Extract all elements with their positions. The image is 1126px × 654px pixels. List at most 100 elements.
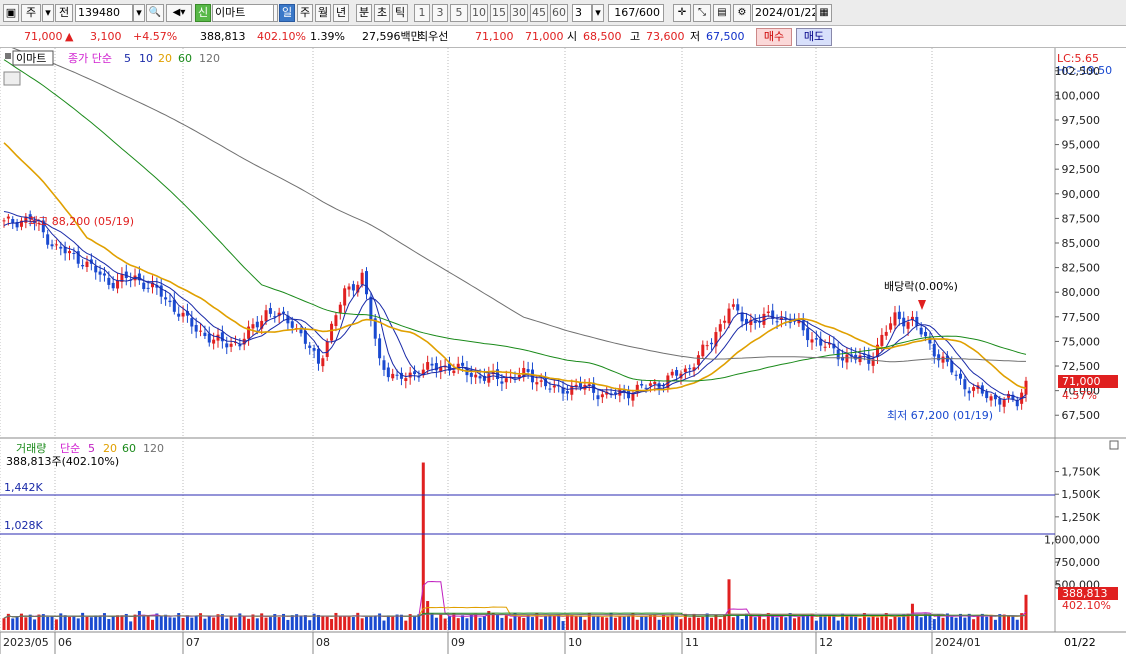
candle-body	[417, 376, 421, 378]
market-dropdown-icon[interactable]: ▾	[42, 4, 54, 22]
volume-bar	[369, 615, 373, 630]
candle-body	[452, 370, 456, 374]
candle-body	[928, 337, 932, 344]
candle-body	[605, 391, 609, 395]
panel-handle-icon[interactable]	[5, 53, 11, 59]
candle-body	[530, 369, 534, 383]
calendar-icon[interactable]: ▦	[816, 4, 832, 22]
candle-body	[740, 312, 744, 322]
volume-bar	[116, 615, 120, 630]
period-year[interactable]: 년	[333, 4, 349, 22]
scroll-handle-icon[interactable]	[3, 71, 21, 86]
volume-bar	[945, 613, 949, 630]
volume-bar	[33, 619, 37, 630]
interval-1[interactable]: 1	[414, 4, 430, 22]
interval-10[interactable]: 10	[470, 4, 488, 22]
current-price-tag	[1058, 375, 1118, 388]
candle-body	[19, 220, 23, 227]
candle-body	[618, 388, 622, 396]
volume-bar	[544, 615, 548, 630]
volume-tick-label: 1,000,000	[1044, 533, 1100, 546]
search-icon[interactable]: 🔍	[146, 4, 164, 22]
volume-bar	[910, 603, 914, 630]
candle-body	[382, 360, 386, 370]
candle-body	[430, 363, 434, 366]
interval-dropdown-icon[interactable]: ▾	[592, 4, 604, 22]
interval-5[interactable]: 5	[450, 4, 468, 22]
gear-icon[interactable]: ⚙	[733, 4, 751, 22]
period-tick[interactable]: 틱	[392, 4, 408, 22]
prefix-button[interactable]: 전	[55, 4, 73, 22]
crosshair-icon[interactable]: ✛	[673, 4, 691, 22]
code-input[interactable]: 139480	[75, 4, 133, 22]
candle-body	[111, 282, 115, 289]
candle-body	[998, 398, 1002, 405]
interval-3[interactable]: 3	[432, 4, 448, 22]
volume-bar	[308, 620, 312, 630]
interval-input[interactable]: 3	[572, 4, 592, 22]
volume-bar	[744, 613, 748, 630]
volume-bar	[373, 615, 377, 630]
volume-close-icon[interactable]	[1109, 440, 1119, 450]
volume-bar	[893, 616, 897, 630]
zoom-icon[interactable]: ⤡	[693, 4, 711, 22]
candle-body	[535, 382, 539, 385]
code-dropdown-icon[interactable]: ▾	[133, 4, 145, 22]
candle-body	[273, 316, 277, 318]
volume-bar	[993, 619, 997, 630]
volume-bar	[212, 617, 216, 630]
volume-bar	[273, 614, 277, 630]
volume-bar	[858, 618, 862, 630]
buy-button[interactable]: 매수	[756, 28, 792, 46]
volume-bar	[102, 613, 106, 630]
interval-45[interactable]: 45	[530, 4, 548, 22]
period-second[interactable]: 초	[374, 4, 390, 22]
volume-bar	[286, 619, 290, 630]
candle-body	[972, 387, 976, 391]
volume-bar	[426, 601, 430, 630]
stock-chart[interactable]: 이마트 종가 단순 5 10 20 60 120 LC:5.65 HC:-19.…	[0, 48, 1126, 654]
menu-button[interactable]: ▣	[3, 4, 19, 22]
interval-60[interactable]: 60	[550, 4, 568, 22]
period-week[interactable]: 주	[297, 4, 313, 22]
volume-bar	[919, 617, 923, 630]
volume-bar	[330, 619, 334, 630]
candle-body	[932, 343, 936, 357]
sell-button[interactable]: 매도	[796, 28, 832, 46]
price-panel-title: 이마트	[16, 52, 46, 65]
candle-body	[714, 332, 718, 347]
candle-body	[797, 320, 801, 324]
volume-bar	[37, 614, 41, 630]
period-minute[interactable]: 분	[356, 4, 372, 22]
candle-body	[937, 354, 941, 361]
interval-30[interactable]: 30	[510, 4, 528, 22]
interval-15[interactable]: 15	[490, 4, 508, 22]
candle-body	[260, 320, 264, 329]
candle-body	[749, 319, 753, 325]
candle-body	[683, 368, 687, 373]
count-input[interactable]: 167/600	[608, 4, 664, 22]
save-icon[interactable]: ▤	[713, 4, 731, 22]
volume-bar	[399, 614, 403, 630]
month-label: 09	[451, 636, 465, 649]
stock-name-field[interactable]: 이마트	[212, 4, 274, 22]
period-month[interactable]: 월	[315, 4, 331, 22]
period-day[interactable]: 일	[279, 4, 295, 22]
market-select[interactable]: 주	[21, 4, 41, 22]
candle-body	[845, 354, 849, 363]
candle-body	[282, 311, 286, 314]
volume-bar	[85, 616, 89, 630]
candle-body	[823, 346, 827, 348]
price-tick-label: 100,000	[1055, 89, 1101, 102]
candle-body	[164, 297, 168, 300]
volume-bar	[509, 618, 513, 630]
candle-body	[600, 394, 604, 398]
candle-body	[731, 304, 735, 307]
price-tick-label: 77,500	[1062, 311, 1101, 324]
candle-body	[854, 354, 858, 360]
candle-body	[137, 273, 141, 281]
candle-body	[46, 234, 50, 245]
volume-bar	[696, 617, 700, 630]
speaker-icon[interactable]: ◀▾	[166, 4, 192, 22]
date-input[interactable]: 2024/01/22	[752, 4, 816, 22]
